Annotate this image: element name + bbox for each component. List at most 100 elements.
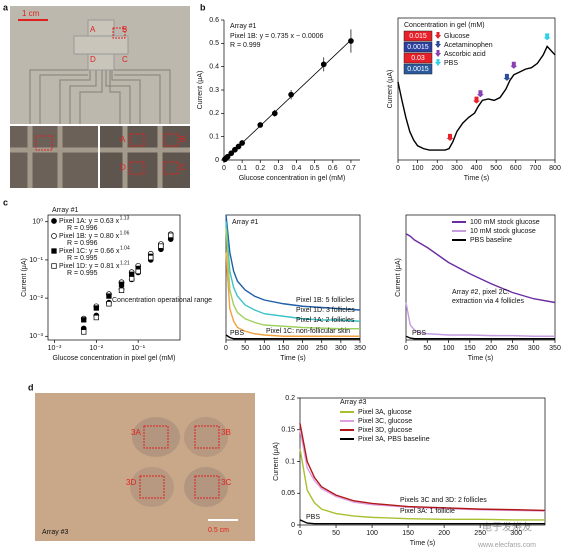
y-tick-label: 0.6 — [209, 17, 219, 24]
point — [257, 122, 264, 128]
plot-frame — [225, 214, 361, 341]
x-tick-label: 600 — [510, 165, 522, 172]
point — [118, 281, 125, 287]
line — [299, 448, 545, 521]
legend-marker — [51, 248, 57, 254]
legend-label: 100 mM stock glucose — [470, 219, 540, 226]
concentration-box — [403, 41, 433, 53]
legend-arrow — [435, 50, 441, 57]
x-tick-label: 0.1 — [237, 165, 247, 172]
photo-device: 1 cm A B D C A B D C — [10, 6, 190, 188]
annotation: Array #1 — [232, 219, 259, 226]
annotation: Concentration operational range — [112, 297, 212, 304]
point — [129, 276, 135, 282]
x-tick-label: 300 — [510, 530, 522, 537]
point — [348, 38, 354, 44]
panel-label: b — [200, 2, 206, 12]
x-tick-label: 0 — [222, 165, 226, 172]
line — [225, 227, 360, 330]
line — [405, 335, 555, 340]
series-label: Pixel 1A: 2 follicles — [296, 317, 355, 324]
legend-label: Pixel 3D, glucose — [358, 427, 412, 434]
legend-arrow — [435, 41, 441, 48]
legend-label: 10 mM stock glucose — [470, 228, 536, 235]
y-axis-label: Current (μA) — [395, 258, 402, 297]
y-tick-label: 0.2 — [285, 395, 295, 402]
annotation: R = 0.999 — [230, 42, 261, 49]
legend-label: Pixel 3C, glucose — [358, 418, 412, 425]
pixel-label: 3C — [221, 478, 231, 487]
legend-label: Glucose — [444, 33, 470, 40]
x-tick-label: 50 — [423, 345, 431, 352]
y-tick-label: 0 — [215, 157, 219, 164]
legend-title: Concentration in gel (mM) — [404, 22, 485, 29]
annotation: extraction via 4 follicles — [452, 298, 524, 305]
legend-r: R = 0.996 — [67, 240, 98, 247]
x-tick-label: 100 — [443, 345, 455, 352]
concentration-label: 0.0015 — [407, 66, 429, 73]
pixel-label: 3D — [126, 478, 136, 487]
x-tick-label: 150 — [402, 530, 414, 537]
y-tick-label: 10⁻² — [29, 295, 43, 302]
y-tick-label: 10⁰ — [32, 218, 43, 226]
concentration-label: 0.03 — [411, 55, 425, 62]
x-tick-label: 500 — [490, 165, 502, 172]
watermark-url: www.elecfans.com — [477, 542, 536, 549]
annotation: Pixels 3C and 3D: 2 follicles — [400, 497, 487, 504]
y-tick-label: 0.1 — [209, 134, 219, 141]
legend-exponent: 1.04 — [120, 245, 130, 251]
line — [225, 214, 361, 311]
x-tick-label: 0 — [224, 345, 228, 352]
annotation: Array #1 — [52, 207, 79, 214]
legend-exponent: 1.06 — [120, 230, 130, 236]
concentration-box — [403, 52, 433, 64]
line — [225, 252, 360, 337]
annotation: Array #2, pixel 2C: — [452, 289, 510, 296]
x-tick-label: 0.2 — [255, 165, 265, 172]
point — [224, 153, 231, 160]
x-tick-label: 10⁻² — [89, 345, 103, 352]
series-label: Pixel 1B: 5 follicles — [296, 297, 355, 304]
y-axis-label: Current (μA) — [387, 70, 394, 109]
x-tick-label: 10⁻³ — [48, 345, 62, 352]
photo-caption: Array #3 — [42, 529, 69, 536]
point — [129, 271, 135, 277]
series-label: Pixel 1C: non-follicular skin — [266, 328, 350, 335]
pixel-label: A — [120, 135, 126, 144]
legend-label: Pixel 1D: y = 0.81 x — [59, 263, 120, 270]
x-tick-label: 100 — [412, 165, 424, 172]
x-axis-label: Time (s) — [410, 540, 435, 547]
x-tick-label: 250 — [316, 345, 328, 352]
point — [271, 110, 278, 117]
x-axis-label: Time (s) — [280, 355, 305, 362]
x-tick-label: 0.5 — [310, 165, 320, 172]
x-tick-label: 100 — [258, 345, 270, 352]
legend-label: Pixel 3A, glucose — [358, 409, 412, 416]
x-tick-label: 0 — [404, 345, 408, 352]
line — [299, 519, 545, 525]
x-tick-label: 0.7 — [346, 165, 356, 172]
pixel-label: B — [180, 135, 185, 144]
concentration-box — [403, 30, 433, 42]
x-axis-label: Time (s) — [464, 175, 489, 182]
point — [81, 317, 87, 323]
pixel-label: C — [122, 55, 128, 64]
x-tick-label: 300 — [528, 345, 540, 352]
x-axis-label: Glucose concentration in pixel gel (mM) — [53, 355, 176, 362]
panel-label: a — [3, 2, 9, 12]
x-axis-label: Glucose concentration in gel (mM) — [239, 175, 346, 182]
legend-arrow — [435, 59, 441, 66]
x-tick-label: 800 — [549, 165, 561, 172]
fit-line — [223, 39, 352, 161]
legend-label: PBS baseline — [470, 237, 512, 244]
legend-label: PBS — [444, 60, 458, 67]
pixel-label: A — [90, 25, 96, 34]
annotation: Pixel 1B: y = 0.735 x − 0.0006 — [230, 33, 324, 40]
y-tick-label: 0.4 — [209, 64, 219, 71]
line — [299, 423, 546, 512]
panel-label: c — [3, 197, 8, 207]
x-tick-label: 200 — [297, 345, 309, 352]
line — [405, 302, 555, 337]
legend-exponent: 1.13 — [120, 215, 130, 221]
